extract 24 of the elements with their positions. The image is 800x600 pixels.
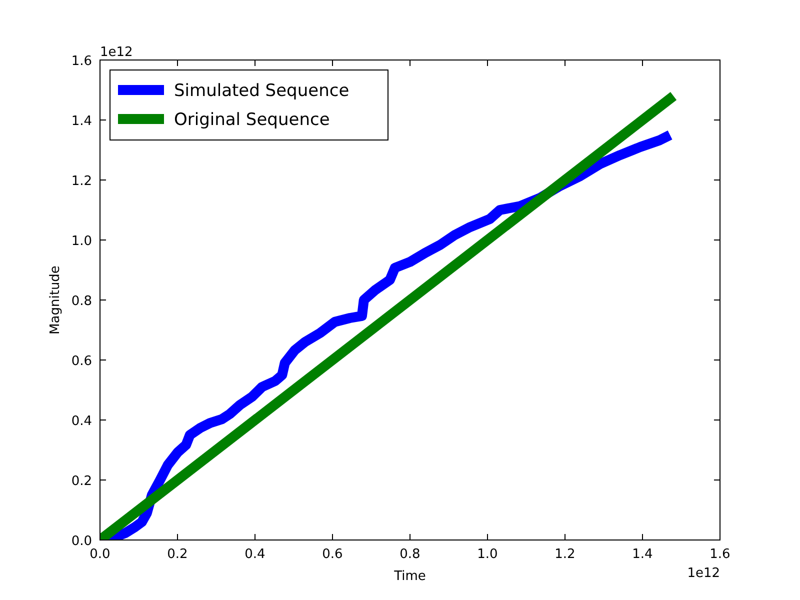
y-tick-label: 1.2 (71, 174, 92, 189)
y-tick-label: 0.8 (71, 294, 92, 309)
y-tick-label: 1.4 (71, 114, 92, 129)
y-tick-label: 1.0 (71, 234, 92, 249)
legend-label: Original Sequence (174, 110, 330, 130)
y-axis-title: Magnitude (48, 266, 63, 334)
y-tick-label: 0.2 (71, 474, 92, 489)
legend-label: Simulated Sequence (174, 81, 350, 101)
x-tick-label: 1.0 (477, 547, 498, 562)
annotation: 1e12 (100, 45, 133, 60)
x-axis-title: Time (393, 569, 426, 584)
x-tick-label: 1.6 (710, 547, 730, 562)
y-tick-label: 1.6 (71, 54, 92, 69)
y-tick-label: 0.4 (71, 414, 92, 429)
x-tick-label: 1.2 (554, 547, 576, 562)
y-tick-label: 0.6 (71, 354, 92, 369)
text: 1e12 (687, 566, 720, 581)
x-tick-label: 0.2 (167, 547, 188, 562)
x-tick-label: 1.4 (632, 547, 653, 562)
x-tick-label: 0.4 (244, 547, 266, 562)
x-tick-label: 0.8 (400, 547, 420, 562)
x-tick-label: 0.0 (90, 547, 110, 562)
x-tick-label: 0.6 (322, 547, 343, 562)
y-tick-label: 0.0 (71, 534, 92, 549)
